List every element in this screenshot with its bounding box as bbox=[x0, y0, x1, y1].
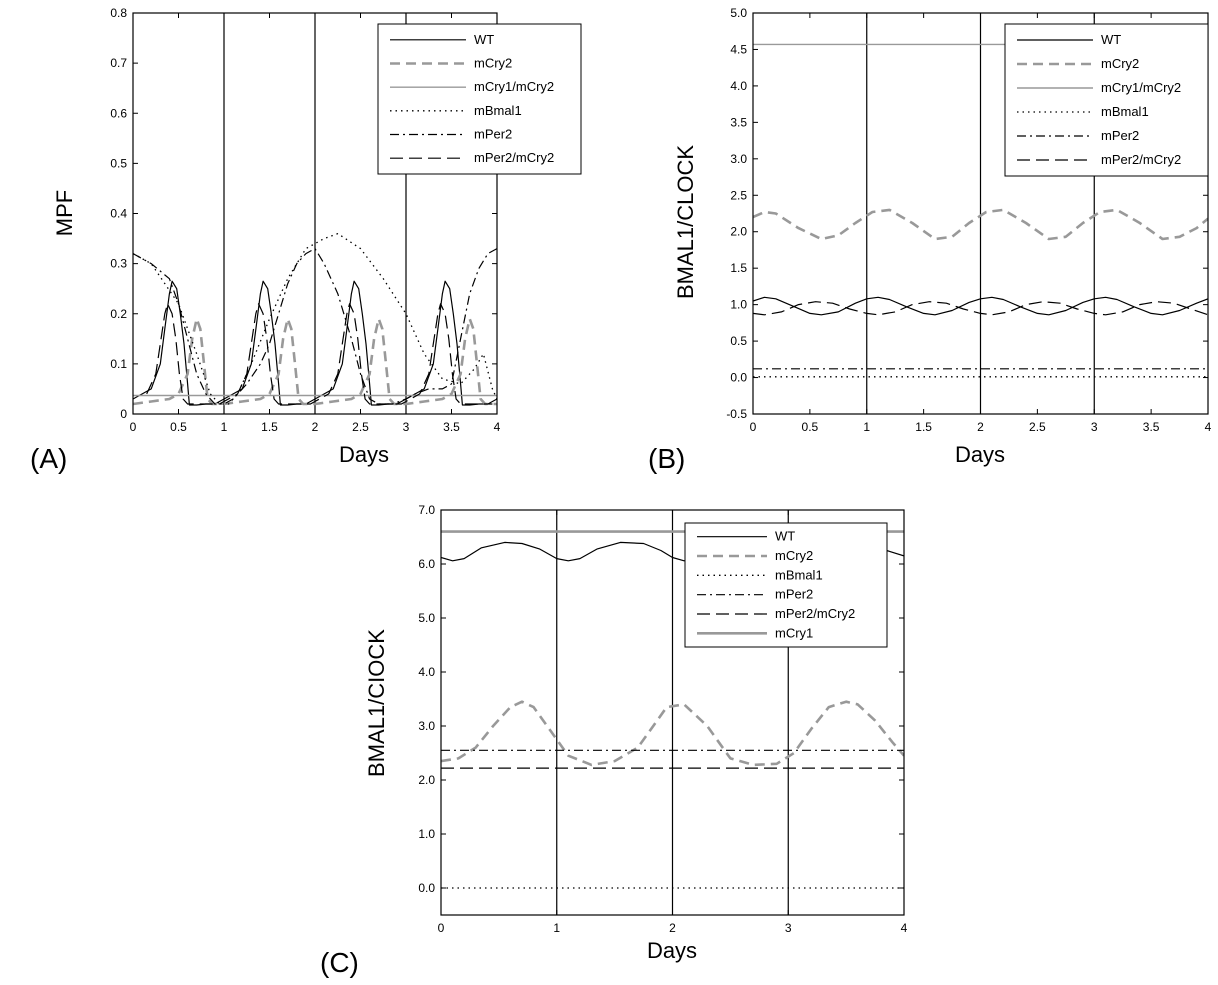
x-tick-label: 1 bbox=[863, 420, 870, 434]
x-tick-label: 3 bbox=[1091, 420, 1098, 434]
legend-entry-label: mCry1 bbox=[775, 625, 813, 640]
legend-box bbox=[1004, 23, 1209, 177]
legend-entry-label: WT bbox=[1101, 32, 1121, 47]
legend: WT mCry2 mCry1/mCry2 mBmal1 mPer2 mPer2/mCry2 bbox=[377, 23, 582, 175]
y-tick-label: 1.5 bbox=[730, 261, 747, 275]
x-tick-label: 2 bbox=[669, 921, 676, 935]
y-tick-label: 0.3 bbox=[110, 257, 127, 271]
legend-entry-label: WT bbox=[775, 529, 795, 544]
legend-entry-label: mCry2 bbox=[775, 548, 813, 563]
y-tick-label: 5.0 bbox=[730, 6, 747, 20]
y-tick-label: 5.0 bbox=[418, 611, 435, 625]
y-tick-label: 0.1 bbox=[110, 357, 127, 371]
x-tick-label: 2 bbox=[977, 420, 984, 434]
y-tick-label: 0.5 bbox=[110, 156, 127, 170]
series-group bbox=[133, 232, 497, 406]
y-tick-label: 0.2 bbox=[110, 307, 127, 321]
y-tick-label: 0.0 bbox=[730, 371, 747, 385]
legend-box bbox=[377, 23, 582, 175]
x-axis-label: Days bbox=[955, 442, 1005, 467]
y-tick-label: 2.0 bbox=[418, 773, 435, 787]
legend-entry-label: mCry1/mCry2 bbox=[1101, 80, 1181, 95]
y-tick-label: 0.0 bbox=[418, 881, 435, 895]
y-tick-label: 7.0 bbox=[418, 503, 435, 517]
y-tick-label: -0.5 bbox=[726, 407, 747, 421]
chart-panel-a: 0 0.5 1 1.5 2 2.5 3 3.5 4 0 0.1 0.2 0.3 0.4 0.5 0.6 0.7 0… bbox=[30, 6, 582, 474]
y-tick-label: 0.7 bbox=[110, 56, 127, 70]
series-line-mcry2 bbox=[133, 317, 497, 406]
legend-entry-label: mCry2 bbox=[1101, 56, 1139, 71]
x-axis-label: Days bbox=[647, 938, 697, 963]
x-tick-label: 3 bbox=[785, 921, 792, 935]
legend-entry-label: WT bbox=[474, 32, 494, 47]
y-tick-label: 3.0 bbox=[730, 152, 747, 166]
x-tick-label: 0 bbox=[750, 420, 757, 434]
x-tick-label: 0 bbox=[438, 921, 445, 935]
panel-label: (C) bbox=[320, 947, 359, 978]
y-tick-label: 4.0 bbox=[730, 79, 747, 93]
x-tick-label: 3.5 bbox=[1143, 420, 1160, 434]
chart-panel-b: 0 0.5 1 1.5 2 2.5 3 3.5 4 -0.5 0.0 0.5 1.0 1.5 2.0 2.5 3… bbox=[648, 6, 1212, 474]
y-tick-label: 3.0 bbox=[418, 719, 435, 733]
y-tick-label: 6.0 bbox=[418, 557, 435, 571]
y-tick-label: 0.8 bbox=[110, 6, 127, 20]
series-line-mcry2 bbox=[441, 700, 904, 767]
y-tick-label: 0 bbox=[120, 407, 127, 421]
y-tick-label: 4.0 bbox=[418, 665, 435, 679]
y-tick-label: 0.6 bbox=[110, 106, 127, 120]
y-tick-label: 4.5 bbox=[730, 42, 747, 56]
legend-entry-label: mBmal1 bbox=[775, 567, 823, 582]
y-axis-label: BMAL1/CLOCK bbox=[673, 145, 698, 299]
x-tick-label: 0.5 bbox=[802, 420, 819, 434]
x-axis-label: Days bbox=[339, 442, 389, 467]
legend-box bbox=[684, 522, 888, 648]
legend-entry-label: mPer2 bbox=[775, 587, 813, 602]
x-tick-label: 1 bbox=[553, 921, 560, 935]
y-axis-label: BMAL1/CIOCK bbox=[364, 629, 389, 777]
y-tick-label: 1.0 bbox=[730, 298, 747, 312]
x-tick-label: 1.5 bbox=[261, 420, 278, 434]
legend-entry-label: mPer2/mCry2 bbox=[1101, 152, 1181, 167]
legend-entry-label: mBmal1 bbox=[474, 103, 522, 118]
x-tick-label: 1.5 bbox=[915, 420, 932, 434]
y-tick-label: 2.0 bbox=[730, 225, 747, 239]
legend-entry-label: mPer2/mCry2 bbox=[474, 150, 554, 165]
x-tick-label: 2.5 bbox=[352, 420, 369, 434]
legend-entry-label: mPer2 bbox=[1101, 128, 1139, 143]
series-line-wt bbox=[133, 280, 497, 406]
series-line-wt bbox=[753, 296, 1208, 316]
legend-entry-label: mBmal1 bbox=[1101, 104, 1149, 119]
legend: WT mCry2 mCry1/mCry2 mBmal1 mPer2 mPer2/mCry2 bbox=[1004, 23, 1209, 177]
y-tick-label: 1.0 bbox=[418, 827, 435, 841]
x-tick-label: 4 bbox=[901, 921, 908, 935]
legend: WT mCry2 mBmal1 mPer2 mPer2/mCry2 mCry1 bbox=[684, 522, 888, 648]
series-line-mcry2 bbox=[753, 208, 1208, 241]
panel-label: (B) bbox=[648, 443, 685, 474]
y-tick-label: 0.5 bbox=[730, 334, 747, 348]
x-tick-label: 0.5 bbox=[170, 420, 187, 434]
y-tick-label: 0.4 bbox=[110, 207, 127, 221]
legend-entry-label: mCry1/mCry2 bbox=[474, 79, 554, 94]
panel-label: (A) bbox=[30, 443, 67, 474]
x-tick-label: 0 bbox=[130, 420, 137, 434]
x-tick-label: 4 bbox=[494, 420, 501, 434]
series-line-mper2 bbox=[133, 248, 497, 405]
y-axis-label: MPF bbox=[52, 190, 77, 236]
x-tick-label: 3.5 bbox=[443, 420, 460, 434]
x-tick-label: 1 bbox=[221, 420, 228, 434]
y-tick-label: 2.5 bbox=[730, 188, 747, 202]
y-tick-label: 3.5 bbox=[730, 115, 747, 129]
x-tick-label: 2.5 bbox=[1029, 420, 1046, 434]
chart-panel-c: 0 1 2 3 4 0.0 1.0 2.0 3.0 4.0 5.0 6.0 7.0 Days BMAL1/C… bbox=[320, 503, 908, 978]
x-tick-label: 4 bbox=[1205, 420, 1212, 434]
legend-entry-label: mPer2/mCry2 bbox=[775, 606, 855, 621]
x-tick-label: 2 bbox=[312, 420, 319, 434]
series-line-mper2-mcry2 bbox=[753, 301, 1208, 316]
x-tick-label: 3 bbox=[403, 420, 410, 434]
legend-entry-label: mPer2 bbox=[474, 127, 512, 142]
legend-entry-label: mCry2 bbox=[474, 56, 512, 71]
series-line-mper2-mcry2 bbox=[146, 303, 493, 405]
